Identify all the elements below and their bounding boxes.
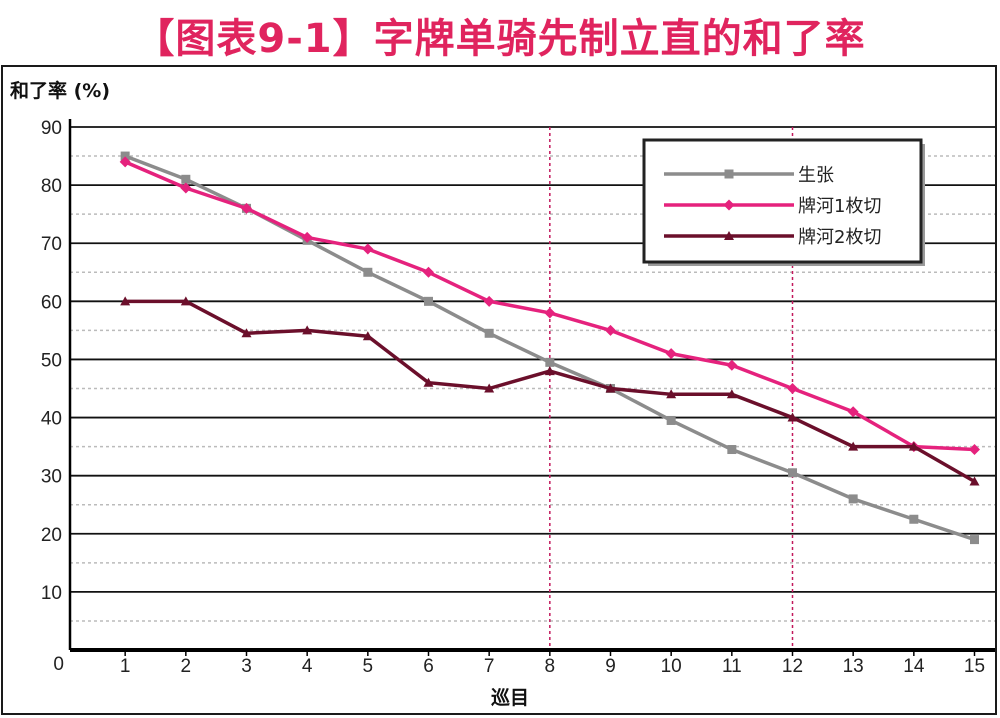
data-point-square <box>424 296 433 306</box>
data-point-square <box>724 169 734 179</box>
series-group <box>119 151 980 545</box>
data-point-square <box>120 151 130 161</box>
data-point-square <box>181 174 191 184</box>
y-tick-label: 80 <box>41 176 62 197</box>
data-point-diamond <box>423 266 434 278</box>
x-tick-label: 8 <box>545 656 556 677</box>
data-point-diamond <box>362 243 374 255</box>
data-point-triangle <box>484 383 495 393</box>
data-point-diamond <box>847 406 859 418</box>
data-point-square <box>909 514 919 524</box>
x-tick-label: 3 <box>241 656 252 677</box>
y-axis-label: 和了率 (%) <box>10 79 110 102</box>
data-point-diamond <box>119 156 131 168</box>
legend-label: 牌河1枚切 <box>798 196 881 217</box>
x-tick-label: 4 <box>302 656 313 677</box>
data-point-square <box>363 267 373 277</box>
x-tick-label: 5 <box>363 656 374 677</box>
x-tick-label: 2 <box>181 656 192 677</box>
y-tick-label: 70 <box>41 234 62 255</box>
x-tick-label: 9 <box>605 656 616 677</box>
series-2 <box>119 156 980 456</box>
series-3 <box>120 296 980 486</box>
x-axis-label: 巡目 <box>491 687 529 709</box>
data-point-diamond <box>605 324 616 336</box>
x-tick-label: 6 <box>423 656 434 677</box>
data-point-triangle <box>969 476 980 486</box>
data-point-triangle <box>605 383 616 393</box>
data-point-triangle <box>787 412 798 422</box>
data-point-diamond <box>483 295 495 307</box>
data-point-triangle <box>180 296 191 306</box>
data-point-square <box>484 328 494 338</box>
data-point-triangle <box>848 441 859 451</box>
x-tick-label: 7 <box>484 656 495 677</box>
x-tick-label: 11 <box>722 656 742 677</box>
data-point-square <box>727 445 737 455</box>
data-point-triangle <box>726 389 737 399</box>
x-tick-label: 14 <box>903 656 925 677</box>
x-tick-label: 1 <box>120 656 131 677</box>
data-point-diamond <box>544 307 556 319</box>
chart-title: 【图表9-1】字牌单骑先制立直的和了率 <box>134 16 866 62</box>
x-tick-label: 10 <box>661 656 682 677</box>
data-point-diamond <box>180 182 192 194</box>
data-point-triangle <box>423 377 434 387</box>
y-tick-label: 20 <box>41 525 62 546</box>
data-point-triangle <box>666 389 677 399</box>
data-point-square <box>545 357 555 367</box>
x-tick-label: 13 <box>843 656 864 677</box>
data-point-diamond <box>726 359 738 371</box>
y-tick-label: 90 <box>41 118 62 139</box>
data-point-triangle <box>724 231 734 240</box>
data-point-triangle <box>362 331 373 341</box>
y-tick-label: 10 <box>41 583 62 604</box>
data-point-triangle <box>120 296 131 306</box>
data-point-triangle <box>544 366 555 376</box>
data-point-diamond <box>969 444 980 456</box>
data-point-diamond <box>787 383 798 394</box>
data-point-diamond <box>665 348 677 360</box>
data-point-triangle <box>241 328 252 338</box>
data-point-triangle <box>302 325 313 335</box>
y-tick-label: 50 <box>41 350 62 371</box>
legend-box <box>642 138 923 264</box>
origin-label: 0 <box>53 654 64 675</box>
y-tick-label: 40 <box>41 409 62 430</box>
x-tick-label: 15 <box>964 656 985 677</box>
data-point-square <box>848 494 858 504</box>
data-point-triangle <box>908 441 919 451</box>
y-tick-label: 30 <box>41 467 62 488</box>
data-point-square <box>788 468 797 478</box>
data-point-diamond <box>723 199 735 211</box>
x-tick-label: 12 <box>782 656 803 677</box>
data-point-diamond <box>301 231 313 243</box>
data-point-square <box>970 535 979 545</box>
legend-label: 牌河2枚切 <box>798 227 881 248</box>
data-point-diamond <box>241 202 252 214</box>
legend-label: 生张 <box>798 165 834 186</box>
data-point-square <box>666 415 676 425</box>
y-tick-label: 60 <box>41 292 62 313</box>
